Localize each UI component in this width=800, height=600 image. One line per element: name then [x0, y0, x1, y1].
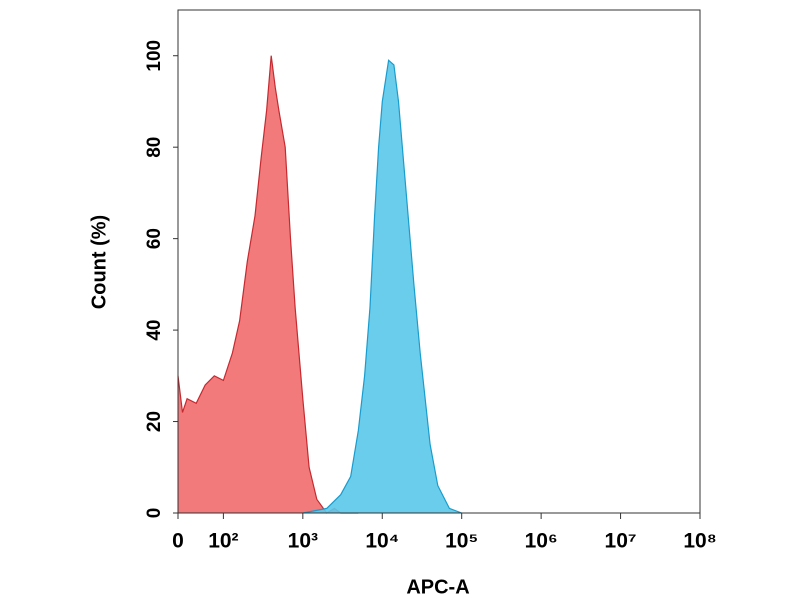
y-tick-label: 20	[144, 411, 165, 432]
y-tick-label: 0	[144, 508, 165, 519]
x-tick-label: 10⁴	[365, 530, 399, 553]
x-tick-label: 0	[172, 530, 184, 553]
y-tick-label: 40	[144, 320, 165, 341]
x-tick-label: 10³	[288, 530, 318, 553]
y-tick-label: 100	[144, 40, 165, 72]
histogram-area	[178, 55, 359, 513]
y-tick-label: 60	[144, 228, 165, 249]
histogram-area	[302, 60, 462, 514]
x-tick-label: 10⁶	[525, 530, 558, 553]
x-axis-label: APC-A	[406, 576, 469, 598]
histogram-outline	[302, 59, 462, 514]
x-tick-label: 10⁷	[605, 530, 637, 553]
x-tick-label: 10²	[208, 530, 238, 553]
plot-frame	[177, 9, 701, 514]
x-tick-label: 10⁵	[445, 530, 478, 553]
y-tick-label: 80	[144, 137, 165, 158]
y-axis-label: Count (%)	[88, 215, 110, 309]
x-tick-label: 10⁸	[683, 530, 716, 553]
